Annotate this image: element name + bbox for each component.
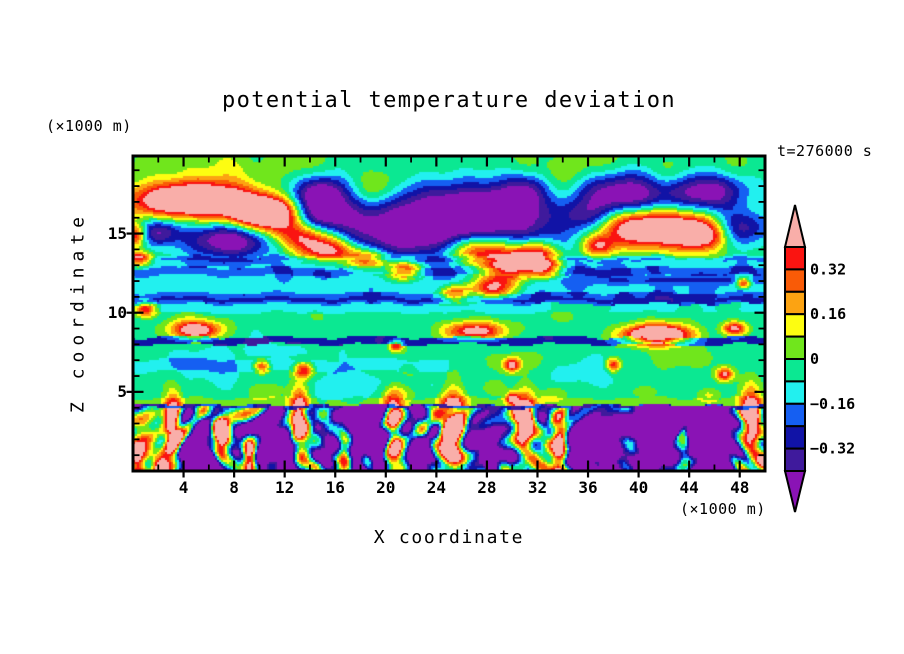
colorbar-tick-label: 0 (810, 350, 819, 368)
x-tick-label: 4 (178, 478, 189, 497)
colorbar-tick-label: −0.32 (810, 440, 855, 458)
y-tick-label: 15 (107, 223, 127, 243)
y-tick-label: 10 (107, 302, 127, 322)
y-axis-unit-label: (×1000 m) (46, 117, 132, 135)
time-annotation: t=276000 s (777, 142, 873, 160)
x-tick-label: 44 (679, 478, 699, 497)
plot-frame-and-ticks (126, 154, 767, 478)
x-tick-label: 40 (628, 478, 649, 497)
colorbar: 0.32 0.16 0 −0.16 −0.32 (783, 204, 855, 513)
x-tick-label: 48 (730, 478, 750, 497)
x-tick-label: 12 (275, 478, 295, 497)
x-tick-label: 36 (578, 478, 598, 497)
x-axis-title: X coordinate (373, 527, 525, 548)
chart-title: potential temperature deviation (222, 88, 676, 113)
x-tick-label: 32 (527, 478, 548, 497)
colorbar-tick-label: 0.16 (810, 305, 846, 323)
y-tick-label: 5 (117, 381, 127, 401)
colorbar-tick-label: −0.16 (810, 395, 855, 413)
x-tick-label: 8 (229, 478, 239, 497)
x-tick-label: 16 (325, 478, 345, 497)
colorbar-tick-label: 0.32 (810, 260, 846, 278)
x-tick-label: 24 (426, 478, 446, 497)
heatmap-field (133, 156, 765, 471)
x-tick-label: 28 (477, 478, 497, 497)
y-axis-title: Z coordinate (67, 210, 89, 414)
x-tick-label: 20 (376, 478, 396, 497)
x-axis-unit-label: (×1000 m) (680, 500, 766, 518)
